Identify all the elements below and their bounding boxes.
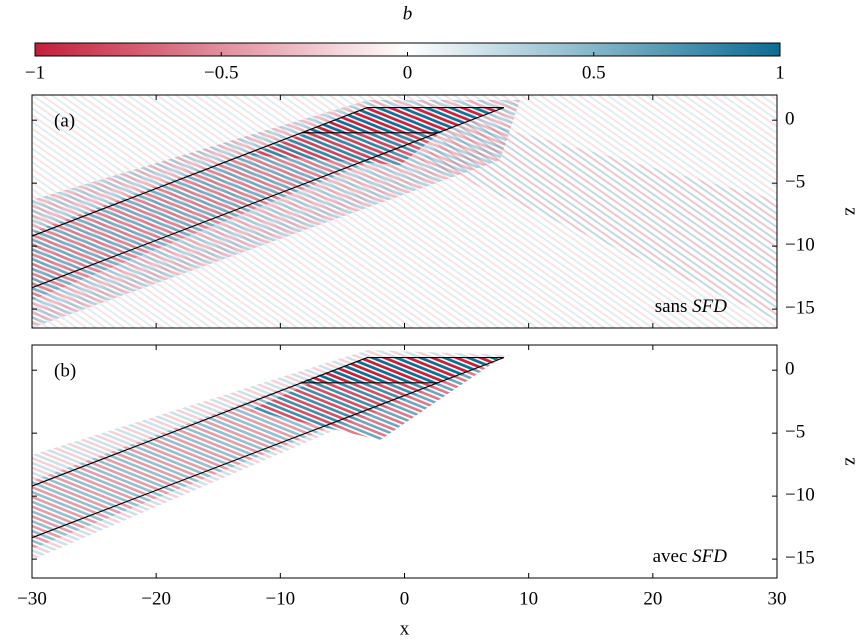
colorbar-label: b <box>403 3 413 24</box>
x-tick-label: 10 <box>519 588 538 609</box>
colorbar-tick-label: 0 <box>403 62 413 83</box>
x-tick-label: 20 <box>643 588 662 609</box>
x-tick-label: −20 <box>141 588 171 609</box>
annotation: sans SFD <box>655 296 728 317</box>
annotation-text: avec <box>653 546 688 567</box>
colorbar-tick-label: −0.5 <box>204 62 238 83</box>
y-tick-label: −10 <box>785 234 815 255</box>
y-axis-label: z <box>841 457 861 465</box>
y-tick-label: −15 <box>785 297 815 318</box>
colorbar-tick-label: −1 <box>25 62 45 83</box>
y-tick-label: −10 <box>785 484 815 505</box>
channel-outline <box>31 107 505 289</box>
panel-label: (a) <box>54 110 75 131</box>
annotation: avec SFD <box>653 546 728 567</box>
wave-field <box>32 350 510 560</box>
x-axis-label: x <box>400 618 410 639</box>
colorbar-tick-label: 1 <box>775 62 785 83</box>
y-tick-label: 0 <box>785 109 795 130</box>
x-tick-label: −10 <box>265 588 295 609</box>
y-tick-label: 0 <box>785 359 795 380</box>
y-axis-label: z <box>841 207 861 215</box>
x-tick-label: −30 <box>17 588 47 609</box>
colorbar-tick-label: 0.5 <box>582 62 606 83</box>
x-tick-label: 30 <box>768 588 787 609</box>
y-tick-label: −5 <box>785 422 805 443</box>
panel-label: (b) <box>54 360 76 381</box>
annotation-text: sans <box>655 296 688 317</box>
y-tick-label: −15 <box>785 547 815 568</box>
wave-field <box>32 95 777 328</box>
annotation-emph: SFD <box>692 546 727 567</box>
x-tick-label: 0 <box>400 588 410 609</box>
annotation-emph: SFD <box>692 296 727 317</box>
y-tick-label: −5 <box>785 172 805 193</box>
channel-outline <box>31 357 505 539</box>
